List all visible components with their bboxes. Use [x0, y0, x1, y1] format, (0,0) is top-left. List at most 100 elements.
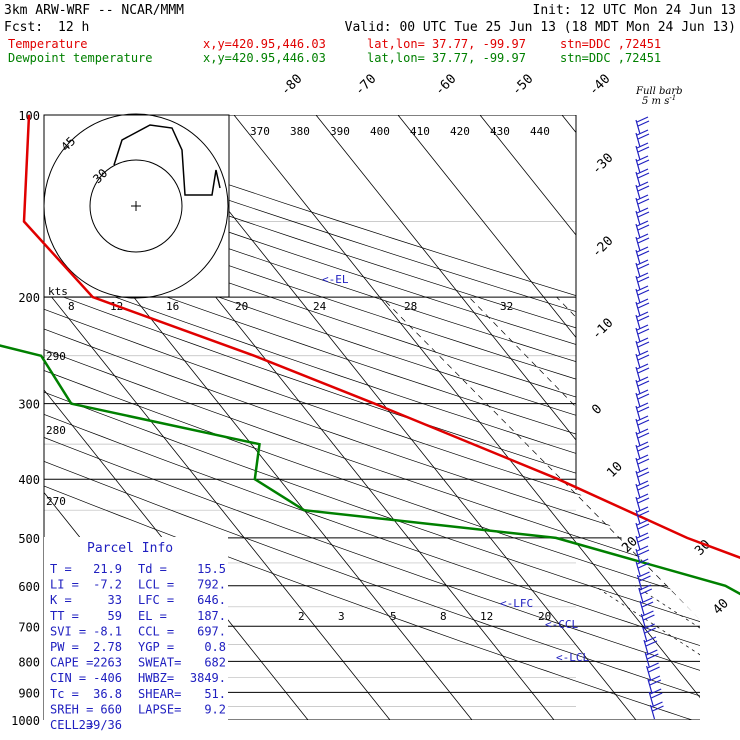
wind-barb	[635, 249, 641, 265]
isotherm-label: -20	[589, 234, 616, 261]
isotherm-label: -80	[278, 72, 305, 99]
wind-barb-flag	[651, 701, 663, 708]
legend-temperature-latlon: lat,lon= 37.77, -99.97	[367, 37, 526, 51]
wind-barb-flag	[647, 662, 659, 669]
wind-barb	[635, 340, 641, 356]
wind-barb-flag	[636, 142, 649, 149]
parcel-row-label: Td =	[138, 562, 167, 576]
wind-barb	[635, 535, 641, 551]
wind-barb-flag	[644, 636, 657, 643]
theta-label: 430	[490, 125, 510, 138]
dry-adiabat	[44, 115, 700, 720]
parcel-row-label: SWEAT=	[138, 656, 181, 670]
isotherm-label: -40	[586, 72, 613, 99]
wind-barb-flag	[636, 220, 649, 227]
theta-label: 400	[370, 125, 390, 138]
wind-barb	[635, 262, 641, 278]
wind-barb	[635, 301, 641, 317]
wind-barb-flag	[637, 562, 650, 569]
wind-barb-flag	[637, 497, 650, 504]
wind-barb-flag	[645, 640, 658, 647]
dewpoint-profile	[0, 344, 740, 596]
wind-barb	[635, 353, 641, 369]
wind-barb-flag	[636, 207, 649, 214]
parcel-row-value: 2263	[93, 656, 122, 670]
wind-barb-flag	[643, 614, 655, 621]
dry-adiabat	[44, 115, 700, 720]
wind-barb	[635, 418, 641, 434]
parcel-info-title: Parcel Info	[87, 541, 173, 556]
wind-barb	[635, 223, 641, 239]
parcel-row-value: 21.9	[93, 562, 122, 576]
isotherm-label: -30	[589, 151, 616, 178]
wind-barb-flag	[637, 315, 650, 322]
mixing-ratio-label: 24	[313, 300, 327, 313]
parcel-row-label: HWBZ=	[138, 671, 174, 685]
wind-barb-flag	[637, 432, 650, 439]
moist-adiabat	[468, 296, 700, 720]
wind-barb	[635, 522, 641, 538]
wind-barb-flag	[648, 666, 660, 673]
wind-barb-flag	[636, 311, 649, 318]
isotherm-line	[643, 115, 700, 720]
isotherm-line	[561, 115, 700, 720]
wind-barb-flag	[637, 224, 650, 231]
mixing-ratio-label: 16	[166, 300, 179, 313]
legend-dewpoint-loc: x,y=420.95,446.03	[203, 51, 326, 65]
barb-note-units: 5 m s-1	[642, 94, 676, 107]
wind-barb	[635, 405, 641, 421]
mixing-ratio-line	[635, 585, 700, 720]
theta-label: 440	[530, 125, 550, 138]
fcst-label: Fcst:	[4, 20, 43, 35]
parcel-row-value: -8.1	[93, 624, 122, 638]
wind-barb-flag	[637, 263, 650, 270]
parcel-row-label: Tc =	[50, 687, 79, 701]
dry-adiabat	[44, 115, 693, 720]
parcel-row-label: EL =	[138, 609, 167, 623]
wind-barb-flag	[637, 120, 650, 127]
wind-barb-flag	[637, 302, 650, 309]
wind-barb-flag	[638, 571, 650, 578]
wind-barb-flag	[636, 129, 649, 136]
lfc-marker: <-LFC	[500, 597, 533, 610]
wind-barb-flag	[637, 458, 650, 465]
wind-barb-flag	[637, 549, 650, 556]
isotherm-line	[151, 115, 637, 720]
wind-barb-flag	[637, 133, 650, 140]
wind-barb-flag	[647, 653, 659, 660]
wind-barb-flag	[636, 233, 649, 240]
parcel-row-label: CELL =	[50, 718, 93, 732]
mixing-ratio-label: 8	[440, 610, 447, 623]
wind-barb	[635, 496, 641, 512]
mixing-ratio-label: 20	[538, 610, 551, 623]
wind-barb-flag	[640, 597, 653, 604]
wind-barb	[635, 379, 641, 395]
wind-barb-flag	[636, 259, 649, 266]
wind-barb	[635, 509, 641, 525]
wind-barb	[635, 210, 641, 226]
dry-adiabat	[44, 115, 700, 720]
dry-adiabat	[44, 115, 700, 720]
legend-dewpoint-latlon: lat,lon= 37.77, -99.97	[367, 51, 526, 65]
profiles	[0, 114, 740, 596]
wind-barb-flag	[636, 246, 649, 253]
wind-barb-flag	[637, 198, 650, 205]
parcel-row-value: 2.78	[93, 640, 122, 654]
legend-dewpoint-stn: stn=DDC ,72451	[560, 51, 661, 65]
dry-adiabat	[44, 115, 700, 720]
parcel-row-label: CIN =	[50, 671, 86, 685]
isotherm-label: -70	[352, 72, 379, 99]
wind-barb	[635, 197, 641, 213]
wind-barb-flag	[646, 649, 658, 656]
wind-barb	[635, 275, 641, 291]
moist-adiabat	[381, 296, 700, 720]
wind-barb-flag	[639, 575, 651, 582]
wind-barb	[635, 158, 641, 174]
el-marker: <-EL	[322, 273, 349, 286]
pressure-tick-label: 800	[18, 655, 40, 669]
dry-adiabat	[44, 115, 700, 720]
wind-barb-flag	[636, 155, 649, 162]
theta-label: 390	[330, 125, 350, 138]
wind-barb-flag	[637, 445, 650, 452]
